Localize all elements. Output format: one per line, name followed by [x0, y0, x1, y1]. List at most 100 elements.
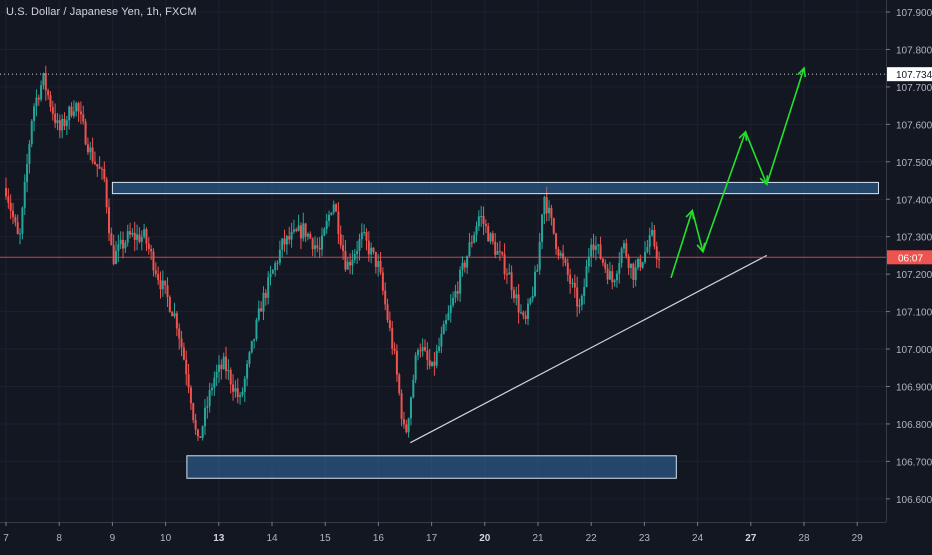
- candle-body: [290, 231, 293, 240]
- candle-body: [189, 387, 192, 404]
- candle-body: [435, 350, 438, 366]
- candle-body: [299, 225, 302, 239]
- candle-body: [168, 296, 171, 312]
- candle-body: [44, 73, 47, 91]
- candle-body: [26, 164, 29, 183]
- candle-body: [391, 327, 394, 349]
- candle-body: [180, 338, 183, 348]
- candle-body: [192, 403, 195, 421]
- candle-body: [269, 273, 272, 278]
- candle-body: [306, 233, 309, 237]
- candle-body: [496, 251, 499, 255]
- x-tick-label: 24: [692, 533, 704, 544]
- candle-body: [152, 251, 155, 271]
- x-tick-label: 21: [532, 533, 544, 544]
- candle-body: [646, 246, 649, 253]
- current-price-label: 06:07: [898, 253, 923, 264]
- candle-body: [494, 241, 497, 255]
- candle-body: [304, 223, 307, 237]
- candle-body: [594, 245, 597, 250]
- candle-body: [580, 295, 583, 306]
- candle-body: [583, 287, 586, 296]
- x-tick-label: 13: [213, 533, 225, 544]
- candle-body: [23, 182, 26, 208]
- y-tick-label: 107.700: [896, 83, 932, 94]
- candle-body: [648, 235, 651, 247]
- candle-body: [620, 248, 623, 263]
- candle-body: [311, 238, 314, 250]
- candle-body: [562, 253, 565, 259]
- candle-body: [262, 292, 265, 312]
- candle-body: [12, 210, 15, 217]
- candle-body: [70, 106, 73, 116]
- candle-body: [77, 103, 80, 112]
- candle-body: [536, 269, 539, 272]
- projection-segment: [744, 131, 768, 185]
- candle-body: [330, 212, 333, 215]
- candle-body: [117, 244, 120, 251]
- x-tick-label: 27: [745, 533, 757, 544]
- candle-body: [222, 356, 225, 369]
- projection-arrowhead: [797, 66, 807, 78]
- candle-body: [30, 120, 33, 144]
- candle-body: [342, 245, 345, 252]
- candle-body: [545, 197, 548, 214]
- candle-body: [601, 258, 604, 263]
- candle-body: [171, 311, 174, 317]
- candle-body: [264, 292, 267, 298]
- x-tick-label: 8: [56, 533, 62, 544]
- candle-body: [461, 262, 464, 270]
- candle-body: [477, 216, 480, 227]
- candle-body: [438, 346, 441, 351]
- candle-body: [421, 347, 424, 352]
- candle-body: [54, 113, 57, 124]
- candle-body: [100, 168, 103, 170]
- candle-body: [182, 347, 185, 360]
- candle-body: [61, 118, 64, 131]
- candle-body: [531, 295, 534, 299]
- candle-body: [498, 251, 501, 253]
- y-tick-label: 107.600: [896, 120, 932, 131]
- candle-body: [339, 234, 342, 246]
- candle-body: [175, 313, 178, 329]
- candle-body: [51, 106, 54, 114]
- y-tick-label: 107.400: [896, 195, 932, 206]
- candle-body: [302, 223, 305, 239]
- candle-body: [381, 272, 384, 291]
- candle-body: [150, 248, 153, 252]
- chart-title: U.S. Dollar / Japanese Yen, 1h, FXCM: [6, 6, 197, 18]
- candle-body: [110, 233, 113, 246]
- candle-body: [47, 90, 50, 96]
- candle-body: [409, 397, 412, 419]
- candle-body: [529, 298, 532, 304]
- candle-body: [428, 359, 431, 366]
- candle-body: [37, 97, 40, 100]
- candle-body: [56, 120, 59, 124]
- y-tick-label: 106.600: [896, 495, 932, 506]
- candle-body: [133, 232, 136, 240]
- candle-body: [292, 229, 295, 232]
- candle-body: [164, 280, 167, 286]
- candle-body: [107, 207, 110, 234]
- candle-body: [309, 233, 312, 239]
- candle-body: [335, 204, 338, 212]
- candle-body: [351, 259, 354, 266]
- candle-body: [285, 236, 288, 245]
- candle-body: [592, 244, 595, 250]
- candle-body: [480, 215, 483, 217]
- x-tick-label: 7: [3, 533, 9, 544]
- candle-body: [58, 120, 61, 131]
- candle-body: [21, 207, 24, 234]
- y-tick-label: 106.900: [896, 383, 932, 394]
- y-tick-label: 106.800: [896, 420, 932, 431]
- candle-body: [658, 258, 661, 260]
- candle-body: [489, 233, 492, 242]
- candle-body: [637, 258, 640, 268]
- candle-body: [346, 261, 349, 270]
- candle-body: [393, 348, 396, 351]
- x-tick-label: 15: [320, 533, 332, 544]
- candle-body: [328, 214, 331, 222]
- candle-body: [559, 253, 562, 256]
